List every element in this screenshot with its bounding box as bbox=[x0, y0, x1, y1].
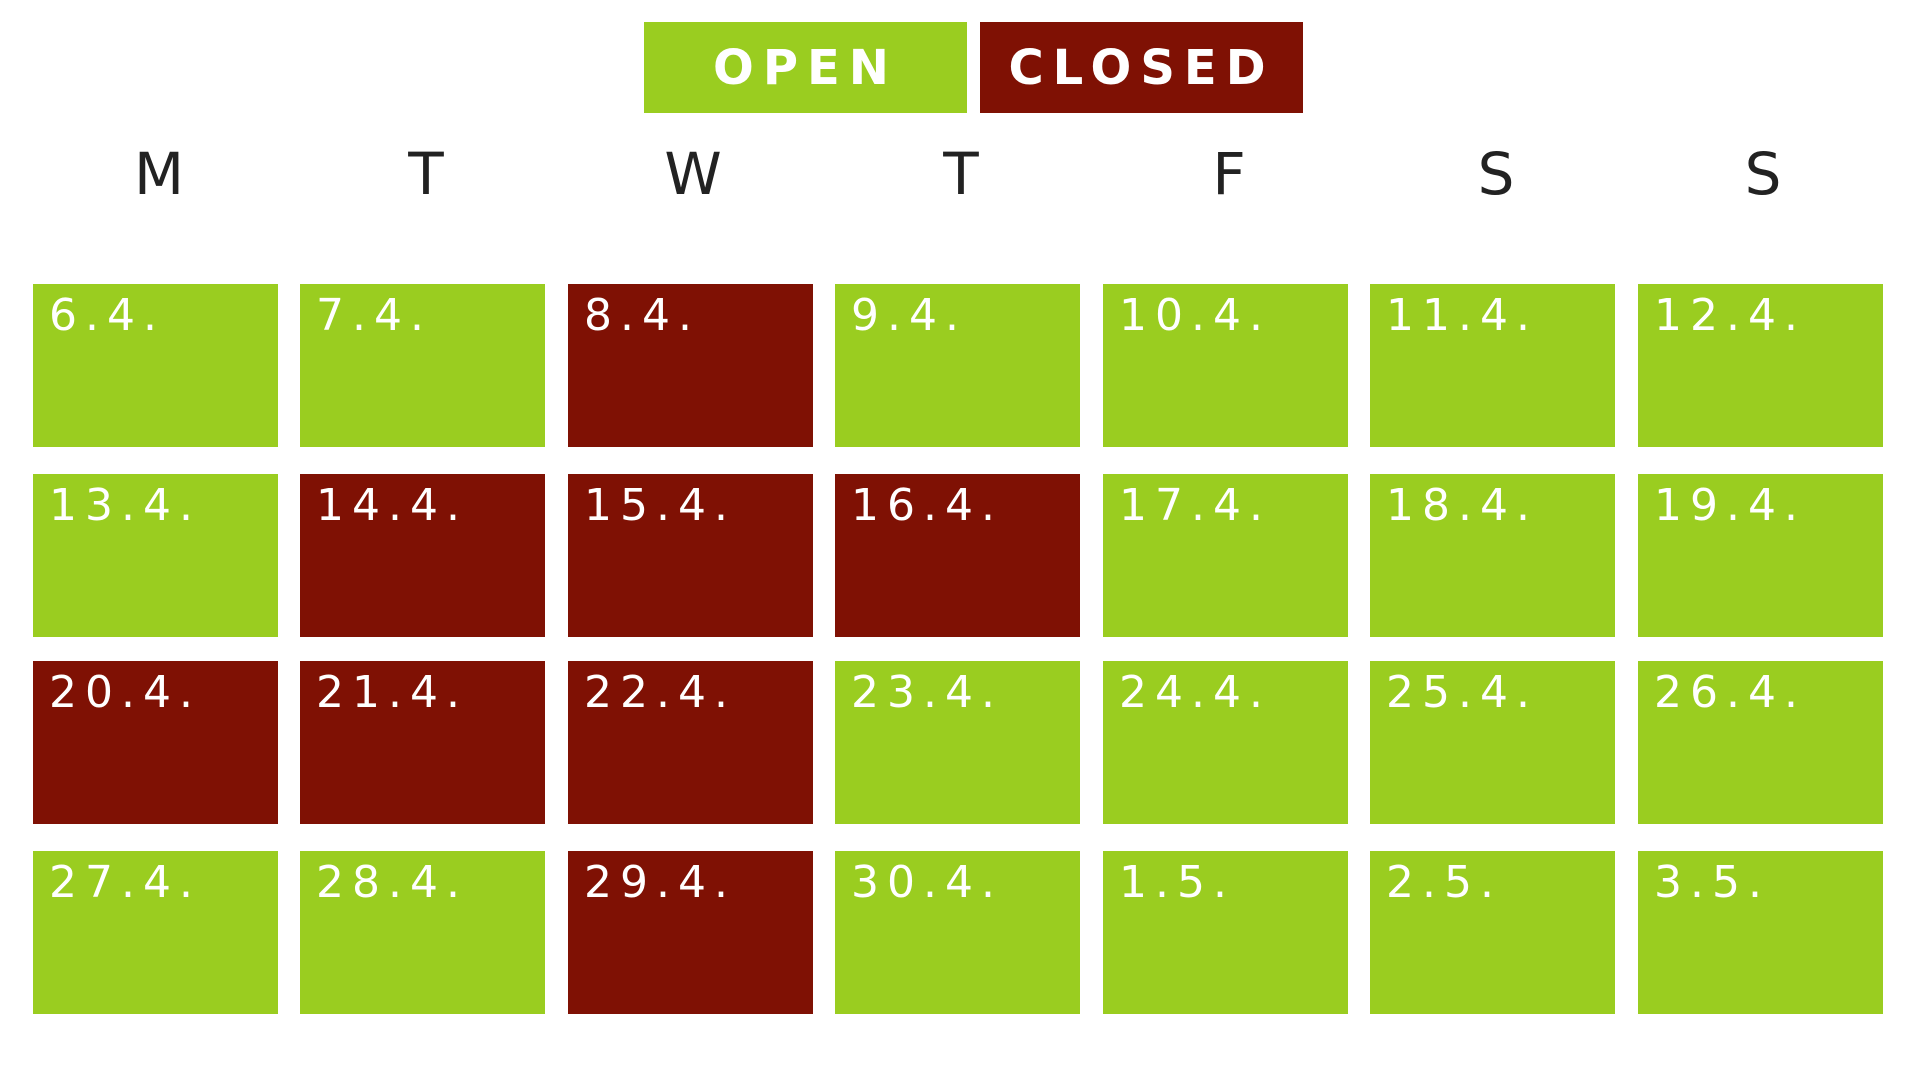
day-cell: 27.4. bbox=[33, 851, 278, 1014]
day-cell: 13.4. bbox=[33, 474, 278, 637]
day-cell: 10.4. bbox=[1103, 284, 1348, 447]
day-cell: 1.5. bbox=[1103, 851, 1348, 1014]
day-cell: 28.4. bbox=[300, 851, 545, 1014]
day-cell: 22.4. bbox=[568, 661, 813, 824]
legend-item: CLOSED bbox=[980, 22, 1303, 113]
day-cell: 3.5. bbox=[1638, 851, 1883, 1014]
day-cell: 30.4. bbox=[835, 851, 1080, 1014]
day-cell: 24.4. bbox=[1103, 661, 1348, 824]
day-cell: 16.4. bbox=[835, 474, 1080, 637]
day-cell: 14.4. bbox=[300, 474, 545, 637]
day-cell: 12.4. bbox=[1638, 284, 1883, 447]
day-cell: 20.4. bbox=[33, 661, 278, 824]
day-cell: 2.5. bbox=[1370, 851, 1615, 1014]
day-cell: 18.4. bbox=[1370, 474, 1615, 637]
legend-item: OPEN bbox=[644, 22, 967, 113]
day-cell: 15.4. bbox=[568, 474, 813, 637]
day-cell: 11.4. bbox=[1370, 284, 1615, 447]
weekday-header: W bbox=[664, 140, 722, 208]
weekday-header: M bbox=[133, 140, 185, 208]
day-cell: 21.4. bbox=[300, 661, 545, 824]
weekday-header: T bbox=[408, 140, 444, 208]
weekday-header: T bbox=[943, 140, 979, 208]
day-cell: 23.4. bbox=[835, 661, 1080, 824]
day-cell: 19.4. bbox=[1638, 474, 1883, 637]
day-cell: 26.4. bbox=[1638, 661, 1883, 824]
weekday-header: S bbox=[1744, 140, 1782, 208]
day-cell: 7.4. bbox=[300, 284, 545, 447]
day-cell: 6.4. bbox=[33, 284, 278, 447]
day-cell: 8.4. bbox=[568, 284, 813, 447]
day-cell: 25.4. bbox=[1370, 661, 1615, 824]
day-cell: 17.4. bbox=[1103, 474, 1348, 637]
day-cell: 29.4. bbox=[568, 851, 813, 1014]
weekday-header: F bbox=[1212, 140, 1246, 208]
day-cell: 9.4. bbox=[835, 284, 1080, 447]
weekday-header: S bbox=[1477, 140, 1515, 208]
